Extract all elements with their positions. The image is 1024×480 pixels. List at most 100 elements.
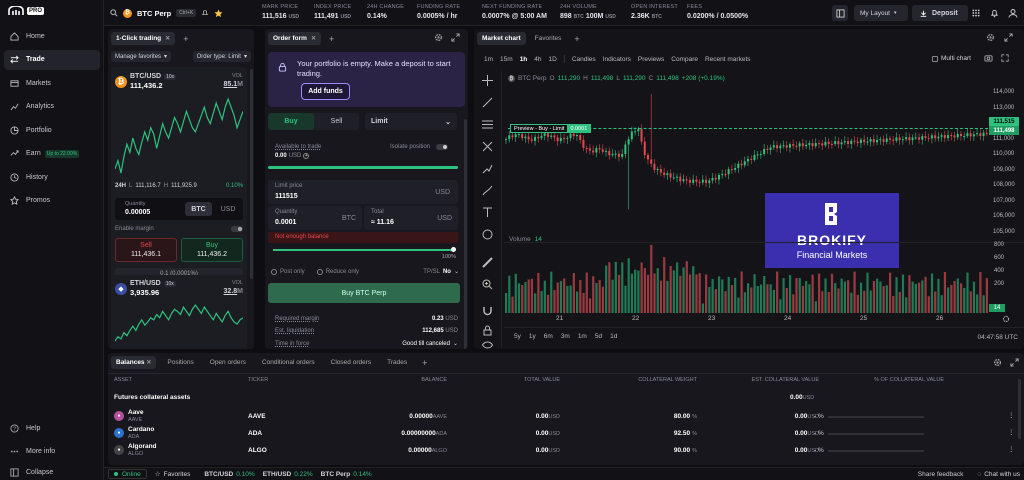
interval-15m[interactable]: 15m (500, 55, 513, 63)
add-tab-button[interactable]: + (422, 357, 428, 368)
tab-closed-orders[interactable]: Closed orders (326, 356, 376, 369)
settings-icon[interactable] (993, 358, 1002, 367)
panel-scrollbar[interactable] (1018, 379, 1021, 439)
sidebar-item-history[interactable]: History (4, 167, 100, 187)
sidebar-item-collapse[interactable]: Collapse (4, 464, 100, 480)
bell-icon[interactable] (201, 9, 209, 17)
share-feedback-link[interactable]: Share feedback (917, 470, 964, 478)
tab-order-form[interactable]: Order form ✕ (268, 32, 321, 45)
interval-4h[interactable]: 4h (534, 55, 542, 63)
add-funds-button[interactable]: Add funds (301, 83, 350, 100)
expand-icon[interactable] (1010, 358, 1019, 367)
multi-chart-toggle[interactable]: Multi chart (932, 55, 971, 62)
manage-favorites-dropdown[interactable]: Manage favorites ▾ (111, 51, 172, 62)
brush-icon[interactable] (482, 185, 493, 196)
limit-price-field[interactable]: Limit price 111515 USD (268, 180, 458, 204)
side-buy-tab[interactable]: Buy (268, 113, 314, 130)
close-icon[interactable]: ✕ (146, 360, 152, 366)
interval-1h[interactable]: 1h (519, 55, 528, 63)
tool-indicators[interactable]: Indicators (602, 55, 631, 63)
table-row[interactable]: ● Aave AAVE AAVE 0.00000AAVE 0.00USD 80.00% 0.0… (114, 409, 1015, 424)
isolate-position[interactable]: Isolate position (390, 144, 449, 150)
panel-scrollbar[interactable] (464, 119, 467, 349)
notifications-icon[interactable] (990, 8, 999, 18)
column-header[interactable]: ASSET (114, 377, 133, 383)
my-layout-dropdown[interactable]: My Layout ▾ (854, 5, 908, 21)
table-row[interactable]: ● Cardano ADA ADA 0.00000000ADA 0.00USD 92.50%… (114, 426, 1015, 441)
settings-icon[interactable] (1002, 315, 1010, 323)
isolate-toggle[interactable] (436, 144, 449, 150)
row-menu-icon[interactable]: ⋮ (1008, 429, 1015, 436)
add-tab-button[interactable]: + (328, 33, 335, 44)
close-icon[interactable]: ✕ (165, 36, 171, 42)
brokify-ad-banner[interactable]: BROKIFY Financial Markets (765, 193, 899, 268)
range-5d[interactable]: 5d (594, 333, 603, 340)
emoji-icon[interactable] (482, 229, 493, 240)
reduce-only-checkbox[interactable]: Reduce only (316, 268, 359, 275)
crosshair-icon[interactable] (482, 75, 493, 86)
ticker-btc-usd[interactable]: BTC/USD 0.10% (204, 471, 254, 478)
date-axis[interactable]: 21 22 23 24 25 26 (504, 315, 988, 325)
settings-icon[interactable] (986, 33, 995, 42)
tif-select[interactable]: Good till canceled ⌄ (402, 340, 458, 348)
volume-chart[interactable] (504, 245, 988, 313)
pattern-icon[interactable] (482, 141, 493, 152)
column-header[interactable]: EST. COLLATERAL VALUE (751, 377, 819, 383)
apps-grid-icon[interactable] (972, 9, 980, 17)
panel-scrollbar[interactable] (250, 69, 253, 279)
sidebar-item-help[interactable]: ? Help (4, 418, 100, 438)
tool-compare[interactable]: Compare (671, 55, 698, 63)
side-sell-tab[interactable]: Sell (330, 118, 343, 125)
candlestick-chart[interactable] (504, 85, 988, 240)
layout-grid-button[interactable] (832, 5, 848, 21)
tool-recent-markets[interactable]: Recent markets (704, 55, 751, 63)
order-type-dropdown[interactable]: Order type: Limit ▾ (192, 51, 251, 62)
chat-button[interactable]: ◌ Chat with us (977, 471, 1020, 478)
market-selector[interactable]: ₿ BTC Perp Ctrl+K (110, 5, 250, 21)
column-header[interactable]: TICKER (248, 377, 269, 383)
sidebar-item-home[interactable]: Home (4, 26, 100, 46)
range-3m[interactable]: 3m (560, 333, 570, 340)
eye-icon[interactable] (482, 341, 493, 349)
slider-handle[interactable] (451, 247, 456, 252)
interval-1D[interactable]: 1D (548, 55, 557, 63)
preview-order-line[interactable] (508, 128, 988, 129)
expand-icon[interactable] (1004, 33, 1013, 42)
submit-order-button[interactable]: Buy BTC Perp (268, 283, 460, 303)
lock-icon[interactable] (482, 325, 493, 336)
quantity-field[interactable]: Quantity 0.00005 BTC USD (115, 198, 243, 220)
unit-btc-toggle[interactable]: BTC (185, 202, 212, 216)
column-header[interactable]: COLLATERAL WEIGHT (638, 377, 697, 383)
range-1m[interactable]: 1m (577, 333, 587, 340)
zoom-in-icon[interactable] (482, 279, 493, 290)
sidebar-item-more-info[interactable]: More info (4, 441, 100, 461)
measure-icon[interactable] (482, 163, 493, 174)
deposit-button[interactable]: Deposit (912, 5, 968, 21)
market-card-eth[interactable]: ◆ ETH/USD 10x 3,935.96 VOL 32.8M (111, 275, 247, 349)
camera-icon[interactable] (984, 54, 993, 62)
plus-circle-icon[interactable]: + (303, 153, 310, 159)
sidebar-item-portfolio[interactable]: Portfolio (4, 120, 100, 140)
tab-one-click-trading[interactable]: 1-Click trading ✕ (111, 32, 176, 45)
expand-icon[interactable] (451, 33, 460, 42)
column-header[interactable]: % OF COLLATERAL VALUE (874, 377, 944, 383)
favorites-button[interactable]: ☆ Favorites (155, 470, 191, 479)
tab-open-orders[interactable]: Open orders (205, 356, 251, 369)
row-menu-icon[interactable]: ⋮ (1008, 412, 1015, 419)
close-icon[interactable]: ✕ (310, 36, 316, 42)
sidebar-item-trade[interactable]: Trade (4, 49, 100, 70)
tab-market-chart[interactable]: Market chart (477, 32, 526, 45)
size-slider[interactable] (273, 249, 453, 251)
quantity-field[interactable]: Quantity 0.0001 BTC (268, 206, 362, 230)
add-tab-button[interactable]: + (183, 33, 189, 44)
ticker-eth-usd[interactable]: ETH/USD 0.22% (263, 471, 313, 478)
tab-trades[interactable]: Trades (382, 356, 412, 369)
table-row[interactable]: ● Algorand ALGO ALGO 0.00000ALGO 0.00USD 90.00… (114, 443, 1015, 458)
settings-icon[interactable] (434, 33, 443, 42)
add-tab-button[interactable]: + (574, 33, 580, 44)
tab-conditional-orders[interactable]: Conditional orders (257, 356, 320, 369)
tab-balances[interactable]: Balances ✕ (111, 356, 157, 369)
post-only-checkbox[interactable]: Post only (271, 268, 305, 275)
sidebar-item-markets[interactable]: Markets (4, 73, 100, 93)
sidebar-item-earn[interactable]: Earn Up to 22.00% (4, 144, 100, 164)
